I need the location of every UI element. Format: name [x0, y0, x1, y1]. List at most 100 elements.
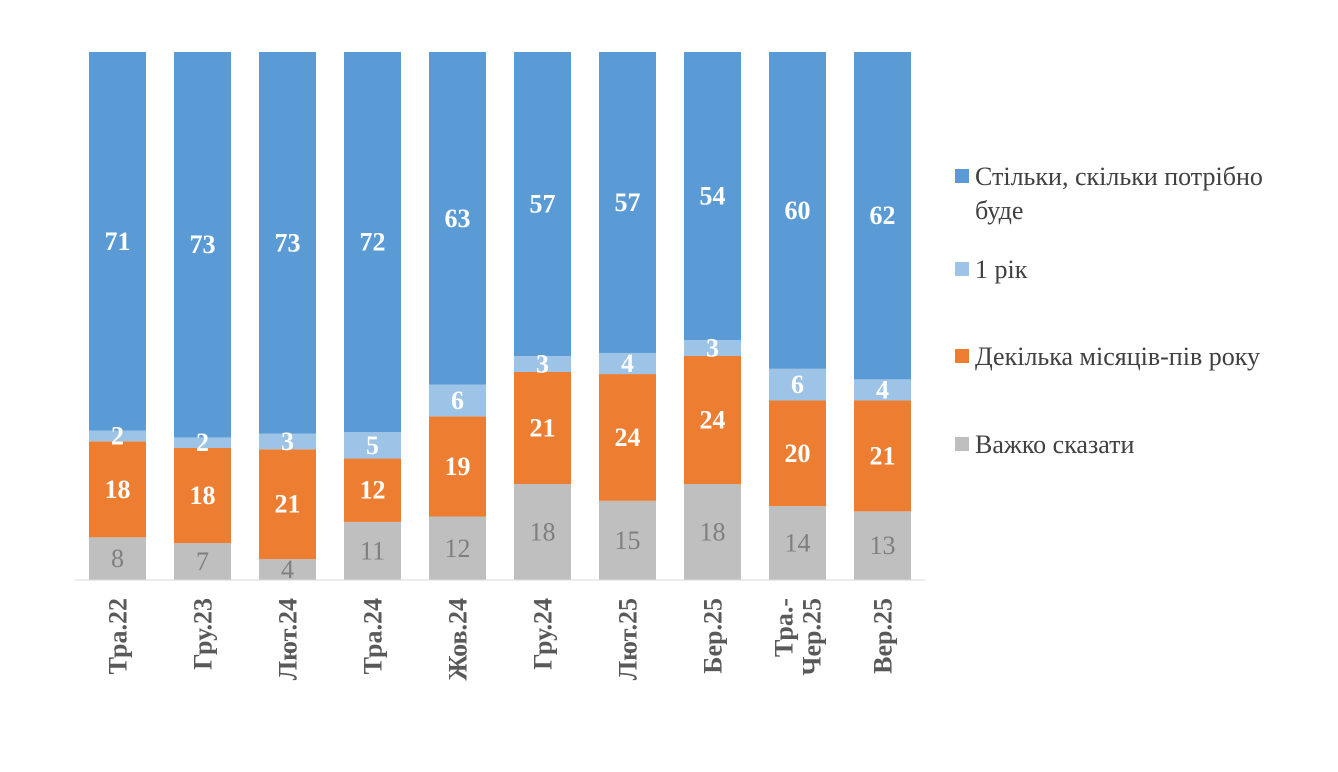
bar-segment-2-2 — [259, 433, 316, 450]
bar-segment-2-7 — [684, 340, 741, 356]
bar-segment-3-8 — [769, 52, 826, 369]
bar-segment-0-0 — [89, 537, 146, 580]
value-label-1-7: 24 — [700, 406, 726, 435]
bar-segment-0-1 — [174, 543, 231, 580]
value-label-0-7: 18 — [700, 518, 726, 547]
bar-segment-2-5 — [514, 356, 571, 372]
bar-segment-3-0 — [89, 52, 146, 431]
bar-segment-3-7 — [684, 52, 741, 340]
x-tick-label-line-5-0: Гру.24 — [529, 598, 558, 670]
bar-segment-1-9 — [854, 400, 911, 512]
x-tick-label-8: Тра.- Чер.25 — [770, 598, 827, 676]
x-tick-label-9: Вер.25 — [869, 598, 898, 674]
bar-segment-1-0 — [89, 441, 146, 538]
value-label-1-9: 21 — [870, 441, 896, 470]
x-tick-label-2: Лют.24 — [274, 598, 303, 680]
bar-segment-0-8 — [769, 506, 826, 580]
value-label-3-0: 71 — [105, 227, 131, 256]
bar-segment-3-1 — [174, 52, 231, 438]
value-label-2-7: 3 — [706, 334, 719, 363]
legend-swatch-hard-to-say — [955, 437, 969, 451]
bar-segment-0-3 — [344, 521, 401, 580]
legend-item-one-year: 1 рік — [955, 253, 1295, 287]
x-tick-label-4: Жов.24 — [444, 598, 473, 681]
bar-segment-2-1 — [174, 437, 231, 448]
legend-label-hard-to-say: Важко сказати — [975, 430, 1135, 459]
value-label-0-4: 12 — [445, 534, 471, 563]
value-label-3-5: 57 — [530, 190, 556, 219]
x-tick-label-1: Гру.23 — [189, 598, 218, 670]
bar-segment-1-8 — [769, 400, 826, 507]
bar-segment-1-4 — [429, 416, 486, 517]
bar-segment-1-1 — [174, 448, 231, 544]
value-label-0-8: 14 — [785, 529, 811, 558]
x-tick-label-line-0-0: Тра.22 — [104, 598, 133, 674]
value-label-2-3: 5 — [366, 431, 379, 460]
x-tick-label-3: Тра.24 — [359, 598, 388, 674]
bar-segment-1-6 — [599, 374, 656, 501]
legend-label-need: Стільки, скільки потрібно буде — [975, 162, 1263, 225]
x-tick-label-line-7-0: Бер.25 — [699, 598, 728, 674]
bar-segment-0-5 — [514, 484, 571, 580]
value-label-3-1: 73 — [190, 230, 216, 259]
value-label-3-3: 72 — [360, 228, 386, 257]
value-label-1-5: 21 — [530, 414, 556, 443]
value-label-1-6: 24 — [615, 423, 641, 452]
x-tick-label-line-2-0: Лют.24 — [274, 598, 303, 680]
value-label-3-8: 60 — [785, 196, 811, 225]
value-label-0-9: 13 — [870, 531, 896, 560]
x-tick-label-6: Лют.25 — [614, 598, 643, 680]
bar-segment-1-3 — [344, 458, 401, 522]
x-tick-label-line-8-1: Чер.25 — [798, 598, 827, 676]
value-label-1-8: 20 — [785, 439, 811, 468]
bar-segment-1-5 — [514, 372, 571, 484]
bar-segment-1-2 — [259, 449, 316, 560]
legend-swatch-one-year — [955, 262, 969, 276]
bar-segment-0-2 — [259, 559, 316, 580]
x-tick-label-7: Бер.25 — [699, 598, 728, 674]
bar-segment-1-7 — [684, 356, 741, 484]
bar-segment-3-6 — [599, 52, 656, 353]
bar-segment-3-5 — [514, 52, 571, 356]
bar-segment-2-8 — [769, 368, 826, 401]
legend-label-one-year: 1 рік — [975, 255, 1028, 284]
bar-segment-2-9 — [854, 379, 911, 401]
value-label-0-1: 7 — [196, 547, 209, 576]
value-label-2-8: 6 — [791, 370, 804, 399]
bar-segment-0-7 — [684, 484, 741, 580]
x-tick-label-line-6-0: Лют.25 — [614, 598, 643, 680]
value-label-1-4: 19 — [445, 452, 471, 481]
value-label-2-9: 4 — [876, 375, 889, 404]
bar-segment-0-6 — [599, 500, 656, 580]
value-label-2-2: 3 — [281, 427, 294, 456]
value-label-3-9: 62 — [870, 201, 896, 230]
bar-segment-0-9 — [854, 511, 911, 580]
value-labels-group: 8182717182734213731112572121966318213571… — [105, 182, 896, 585]
x-tick-label-5: Гру.24 — [529, 598, 558, 670]
value-label-2-1: 2 — [196, 428, 209, 457]
bar-segment-3-9 — [854, 52, 911, 380]
bar-segment-2-3 — [344, 432, 401, 459]
value-label-0-0: 8 — [111, 544, 124, 573]
bar-segment-2-6 — [599, 352, 656, 375]
x-tick-label-line-1-0: Гру.23 — [189, 598, 218, 670]
value-label-3-4: 63 — [445, 204, 471, 233]
value-label-1-1: 18 — [190, 481, 216, 510]
value-label-1-3: 12 — [360, 476, 386, 505]
legend-item-need: Стільки, скільки потрібно буде — [955, 160, 1295, 228]
value-label-2-4: 6 — [451, 386, 464, 415]
bar-segment-2-0 — [89, 430, 146, 442]
value-label-3-2: 73 — [275, 228, 301, 257]
bar-segment-3-2 — [259, 52, 316, 434]
bars-group — [89, 52, 911, 580]
bar-segment-3-3 — [344, 52, 401, 433]
value-label-2-5: 3 — [536, 350, 549, 379]
x-tick-label-line-9-0: Вер.25 — [869, 598, 898, 674]
stacked-bar-chart: 8182717182734213731112572121966318213571… — [75, 52, 925, 681]
value-label-0-6: 15 — [615, 526, 641, 555]
legend-item-hard-to-say: Важко сказати — [955, 428, 1295, 462]
value-label-2-6: 4 — [621, 349, 634, 378]
value-label-0-3: 11 — [360, 536, 385, 565]
value-label-1-0: 18 — [105, 475, 131, 504]
x-tick-label-line-8-0: Тра.- — [770, 598, 799, 657]
